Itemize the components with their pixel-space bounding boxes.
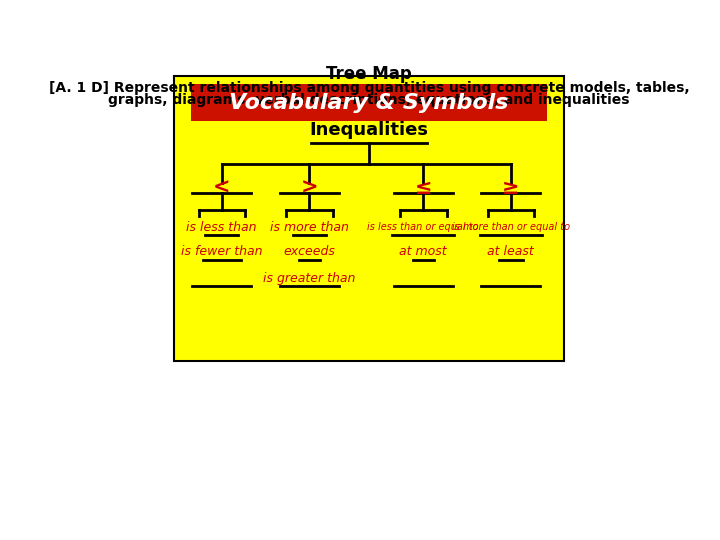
Text: is more than or equal to: is more than or equal to: [451, 222, 570, 232]
Text: is less than: is less than: [186, 221, 257, 234]
Text: [A. 1 D] Represent relationships among quantities using concrete models, tables,: [A. 1 D] Represent relationships among q…: [49, 81, 689, 95]
Text: >: >: [300, 178, 318, 198]
Text: Inequalities: Inequalities: [310, 122, 428, 139]
Text: at most: at most: [400, 245, 447, 259]
Text: Tree Map: Tree Map: [326, 65, 412, 83]
Text: is less than or equal to: is less than or equal to: [367, 222, 479, 232]
Text: at least: at least: [487, 245, 534, 259]
Text: is more than: is more than: [270, 221, 348, 234]
Text: is fewer than: is fewer than: [181, 245, 263, 259]
Text: is greater than: is greater than: [263, 272, 356, 285]
Text: graphs, diagrams, verbal descriptions, equations, and inequalities: graphs, diagrams, verbal descriptions, e…: [108, 93, 630, 107]
Text: <: <: [213, 178, 230, 198]
Text: ≥: ≥: [502, 178, 520, 198]
Text: Vocabulary & Symbols: Vocabulary & Symbols: [229, 92, 509, 112]
FancyBboxPatch shape: [191, 84, 547, 121]
Text: exceeds: exceeds: [284, 245, 336, 259]
FancyBboxPatch shape: [174, 76, 564, 361]
Text: ≤: ≤: [415, 178, 432, 198]
